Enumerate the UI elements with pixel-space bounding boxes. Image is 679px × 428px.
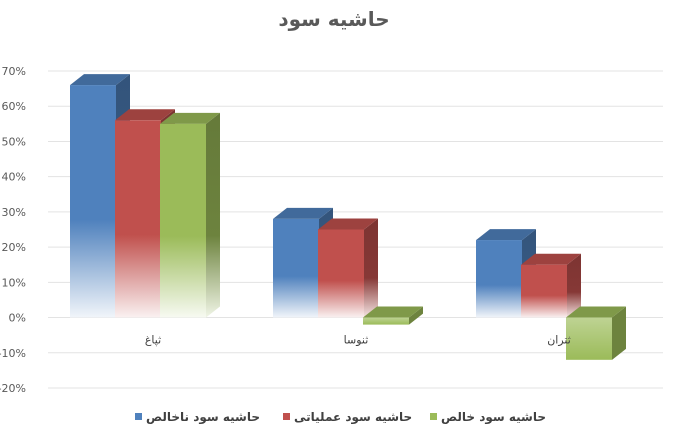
y-tick-label: 10% bbox=[2, 276, 26, 289]
y-tick-label: -20% bbox=[0, 382, 26, 395]
bar bbox=[160, 112, 220, 318]
legend-swatch bbox=[283, 413, 290, 420]
y-tick-label: 70% bbox=[2, 65, 26, 78]
y-tick-label: -10% bbox=[0, 347, 26, 360]
bar bbox=[318, 218, 378, 318]
category-label: ثتران bbox=[547, 334, 571, 347]
category-label: ثنوسا bbox=[344, 334, 369, 347]
y-tick-label: 30% bbox=[2, 206, 26, 219]
category-labels: ثپاغ ثنوسا ثتران bbox=[145, 334, 571, 347]
y-tick-label: 60% bbox=[2, 100, 26, 113]
y-tick-label: 0% bbox=[9, 312, 26, 325]
legend-swatch bbox=[135, 413, 142, 420]
legend-item: حاشیه سود عملیاتی bbox=[283, 410, 412, 425]
category-label: ثپاغ bbox=[145, 334, 161, 347]
legend-label: حاشیه سود خالص bbox=[441, 410, 546, 425]
legend: حاشیه سود ناخالص حاشیه سود عملیاتی حاشیه س… bbox=[135, 410, 546, 425]
y-tick-label: 40% bbox=[2, 171, 26, 184]
legend-item: حاشیه سود خالص bbox=[430, 410, 546, 425]
bar bbox=[363, 306, 423, 325]
bar bbox=[566, 306, 626, 360]
bar bbox=[521, 253, 581, 318]
bars bbox=[70, 74, 626, 360]
legend-label: حاشیه سود ناخالص bbox=[146, 410, 260, 425]
y-tick-label: 50% bbox=[2, 135, 26, 148]
legend-swatch bbox=[430, 413, 437, 420]
y-tick-label: 20% bbox=[2, 241, 26, 254]
chart-title: حاشیه سود bbox=[278, 7, 389, 31]
legend-item: حاشیه سود ناخالص bbox=[135, 410, 260, 425]
legend-label: حاشیه سود عملیاتی bbox=[294, 410, 412, 425]
